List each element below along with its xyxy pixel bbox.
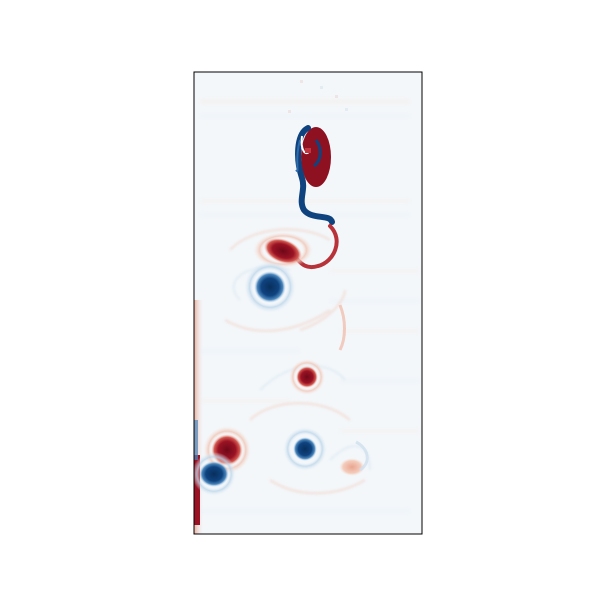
red-speck	[305, 148, 311, 153]
vortex-1-red	[263, 237, 303, 265]
weak-blue-arc	[355, 440, 369, 472]
left-wall-shear-layer	[194, 300, 204, 534]
vortex-4-blue	[293, 437, 317, 461]
vorticity-field	[194, 72, 422, 534]
left-wall-red-strip	[194, 455, 200, 525]
vortex-3-red	[296, 366, 318, 388]
grid-noise	[288, 80, 348, 113]
red-lobe	[301, 127, 331, 187]
weak-red-streak	[338, 304, 346, 351]
vortex-7-weak-red	[339, 458, 365, 476]
body-wake-source	[295, 125, 335, 225]
outer-blue-filament	[295, 139, 301, 172]
swirl-streaks	[224, 228, 371, 495]
axes-frame	[193, 71, 423, 535]
vortex-2-blue	[254, 271, 286, 303]
inner-blue-filament	[312, 139, 322, 168]
vortex-6-blue	[199, 461, 229, 487]
left-wall-blue-strip	[194, 420, 198, 460]
